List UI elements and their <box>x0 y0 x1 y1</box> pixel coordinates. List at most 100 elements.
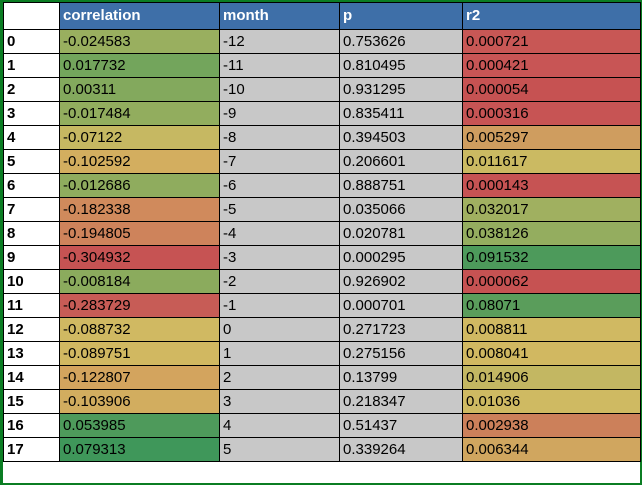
table-row: 16 0.053985 4 0.51437 0.002938 <box>3 413 641 438</box>
header-row: correlation month p r2 <box>3 2 641 30</box>
table-row: 13 -0.089751 1 0.275156 0.008041 <box>3 341 641 366</box>
correlation-cell[interactable]: -0.089751 <box>59 341 220 366</box>
correlation-cell[interactable]: -0.008184 <box>59 269 220 294</box>
r2-cell[interactable]: 0.006344 <box>462 437 641 462</box>
month-cell[interactable]: -1 <box>219 293 340 318</box>
month-cell[interactable]: -2 <box>219 269 340 294</box>
month-cell[interactable]: -7 <box>219 149 340 174</box>
r2-cell[interactable]: 0.000721 <box>462 29 641 54</box>
table-row: 3 -0.017484 -9 0.835411 0.000316 <box>3 101 641 126</box>
row-index-cell: 12 <box>3 317 60 342</box>
r2-cell[interactable]: 0.000054 <box>462 77 641 102</box>
correlation-cell[interactable]: -0.194805 <box>59 221 220 246</box>
row-index-cell: 15 <box>3 389 60 414</box>
month-cell[interactable]: -5 <box>219 197 340 222</box>
correlation-cell[interactable]: -0.024583 <box>59 29 220 54</box>
table-body: 0 -0.024583 -12 0.753626 0.000721 1 0.017732 -1… <box>3 29 641 462</box>
r2-cell[interactable]: 0.000143 <box>462 173 641 198</box>
month-cell[interactable]: -6 <box>219 173 340 198</box>
row-index-cell: 5 <box>3 149 60 174</box>
row-index-cell: 9 <box>3 245 60 270</box>
r2-cell[interactable]: 0.01036 <box>462 389 641 414</box>
p-cell[interactable]: 0.931295 <box>339 77 463 102</box>
p-cell[interactable]: 0.13799 <box>339 365 463 390</box>
p-cell[interactable]: 0.753626 <box>339 29 463 54</box>
row-index-cell: 14 <box>3 365 60 390</box>
correlation-cell[interactable]: 0.079313 <box>59 437 220 462</box>
month-cell[interactable]: -10 <box>219 77 340 102</box>
p-cell[interactable]: 0.271723 <box>339 317 463 342</box>
p-cell[interactable]: 0.275156 <box>339 341 463 366</box>
r2-cell[interactable]: 0.038126 <box>462 221 641 246</box>
p-cell[interactable]: 0.020781 <box>339 221 463 246</box>
month-cell[interactable]: -12 <box>219 29 340 54</box>
correlation-cell[interactable]: -0.07122 <box>59 125 220 150</box>
correlation-cell[interactable]: -0.017484 <box>59 101 220 126</box>
r2-cell[interactable]: 0.000421 <box>462 53 641 78</box>
month-cell[interactable]: 2 <box>219 365 340 390</box>
p-cell[interactable]: 0.000701 <box>339 293 463 318</box>
table-row: 6 -0.012686 -6 0.888751 0.000143 <box>3 173 641 198</box>
month-cell[interactable]: 1 <box>219 341 340 366</box>
r2-cell[interactable]: 0.032017 <box>462 197 641 222</box>
month-cell[interactable]: -9 <box>219 101 340 126</box>
p-cell[interactable]: 0.218347 <box>339 389 463 414</box>
correlation-cell[interactable]: 0.053985 <box>59 413 220 438</box>
r2-cell[interactable]: 0.000062 <box>462 269 641 294</box>
correlation-cell[interactable]: 0.00311 <box>59 77 220 102</box>
month-cell[interactable]: 3 <box>219 389 340 414</box>
p-cell[interactable]: 0.810495 <box>339 53 463 78</box>
month-cell[interactable]: 0 <box>219 317 340 342</box>
p-cell[interactable]: 0.000295 <box>339 245 463 270</box>
correlation-cell[interactable]: -0.103906 <box>59 389 220 414</box>
month-cell[interactable]: -3 <box>219 245 340 270</box>
correlation-cell[interactable]: -0.088732 <box>59 317 220 342</box>
r2-cell[interactable]: 0.005297 <box>462 125 641 150</box>
p-cell[interactable]: 0.926902 <box>339 269 463 294</box>
table-row: 8 -0.194805 -4 0.020781 0.038126 <box>3 221 641 246</box>
p-column-header[interactable]: p <box>339 2 463 30</box>
correlation-cell[interactable]: -0.122807 <box>59 365 220 390</box>
r2-cell[interactable]: 0.014906 <box>462 365 641 390</box>
row-index-cell: 2 <box>3 77 60 102</box>
month-column-header[interactable]: month <box>219 2 340 30</box>
r2-cell[interactable]: 0.000316 <box>462 101 641 126</box>
r2-column-header[interactable]: r2 <box>462 2 641 30</box>
r2-cell[interactable]: 0.011617 <box>462 149 641 174</box>
r2-cell[interactable]: 0.08071 <box>462 293 641 318</box>
month-cell[interactable]: -8 <box>219 125 340 150</box>
p-cell[interactable]: 0.035066 <box>339 197 463 222</box>
correlation-cell[interactable]: -0.304932 <box>59 245 220 270</box>
month-cell[interactable]: -4 <box>219 221 340 246</box>
row-index-cell: 13 <box>3 341 60 366</box>
table-row: 5 -0.102592 -7 0.206601 0.011617 <box>3 149 641 174</box>
row-index-cell: 10 <box>3 269 60 294</box>
table-row: 17 0.079313 5 0.339264 0.006344 <box>3 437 641 462</box>
r2-cell[interactable]: 0.008041 <box>462 341 641 366</box>
p-cell[interactable]: 0.888751 <box>339 173 463 198</box>
correlation-cell[interactable]: -0.012686 <box>59 173 220 198</box>
r2-cell[interactable]: 0.091532 <box>462 245 641 270</box>
month-cell[interactable]: 4 <box>219 413 340 438</box>
correlation-cell[interactable]: 0.017732 <box>59 53 220 78</box>
r2-cell[interactable]: 0.002938 <box>462 413 641 438</box>
correlation-column-header[interactable]: correlation <box>59 2 220 30</box>
p-cell[interactable]: 0.206601 <box>339 149 463 174</box>
table-row: 10 -0.008184 -2 0.926902 0.000062 <box>3 269 641 294</box>
row-index-cell: 17 <box>3 437 60 462</box>
table-row: 4 -0.07122 -8 0.394503 0.005297 <box>3 125 641 150</box>
r2-cell[interactable]: 0.008811 <box>462 317 641 342</box>
month-cell[interactable]: 5 <box>219 437 340 462</box>
p-cell[interactable]: 0.339264 <box>339 437 463 462</box>
p-cell[interactable]: 0.51437 <box>339 413 463 438</box>
table-row: 14 -0.122807 2 0.13799 0.014906 <box>3 365 641 390</box>
correlation-cell[interactable]: -0.283729 <box>59 293 220 318</box>
table-row: 1 0.017732 -11 0.810495 0.000421 <box>3 53 641 78</box>
correlation-cell[interactable]: -0.102592 <box>59 149 220 174</box>
p-cell[interactable]: 0.394503 <box>339 125 463 150</box>
p-cell[interactable]: 0.835411 <box>339 101 463 126</box>
month-cell[interactable]: -11 <box>219 53 340 78</box>
row-index-cell: 8 <box>3 221 60 246</box>
correlation-cell[interactable]: -0.182338 <box>59 197 220 222</box>
table-row: 15 -0.103906 3 0.218347 0.01036 <box>3 389 641 414</box>
